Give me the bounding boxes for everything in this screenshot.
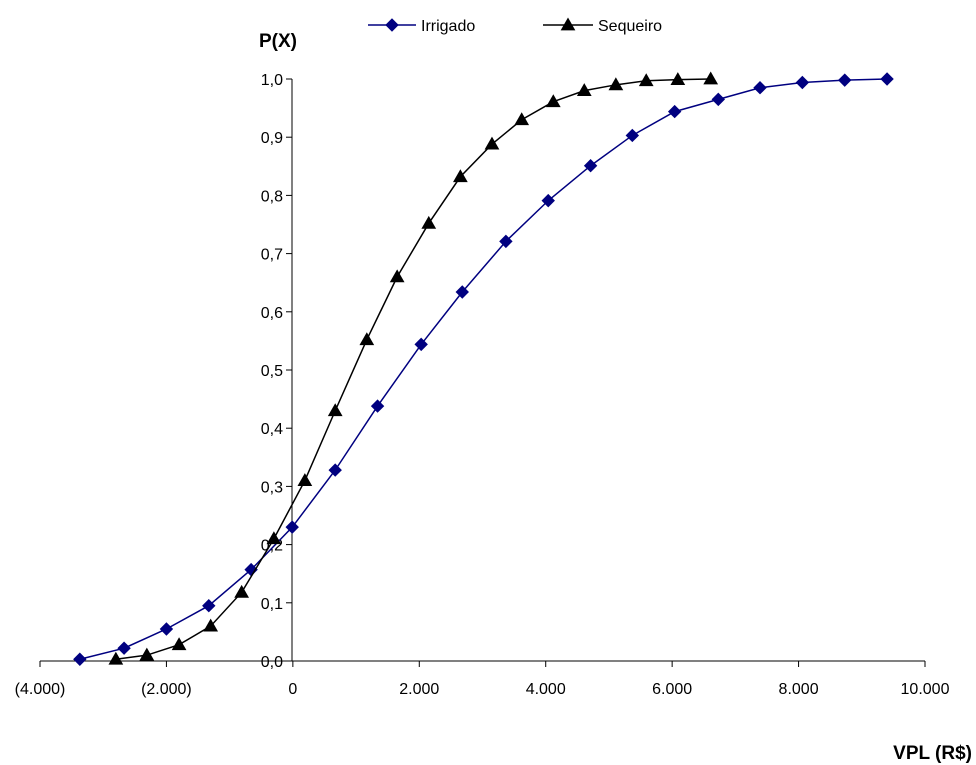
data-point xyxy=(484,136,500,150)
data-point xyxy=(108,651,124,665)
series-line xyxy=(115,78,711,660)
data-point xyxy=(73,652,87,666)
x-tick-label: 4.000 xyxy=(526,681,566,698)
axes: (4.000) (2.000) 0 2.000 4.000 6.000 8.000 10.00… xyxy=(15,72,950,698)
legend-marker xyxy=(560,17,576,31)
data-point xyxy=(703,71,719,85)
data-point xyxy=(670,72,686,85)
data-point xyxy=(711,92,725,107)
x-tick-label: 2.000 xyxy=(399,681,439,698)
legend: Irrigado Sequeiro xyxy=(368,17,662,35)
legend-item: Irrigado xyxy=(368,18,475,35)
data-point xyxy=(576,83,592,97)
data-point xyxy=(234,584,250,598)
data-point xyxy=(328,463,342,477)
data-point xyxy=(753,81,767,95)
data-point xyxy=(453,169,468,183)
data-point xyxy=(880,72,894,86)
data-point xyxy=(583,159,598,173)
data-point xyxy=(359,332,375,346)
y-tick-label: 0,6 xyxy=(261,305,283,322)
y-tick-label: 0,5 xyxy=(261,363,283,380)
x-tick-label: (2.000) xyxy=(141,681,192,698)
data-point xyxy=(625,128,640,143)
legend-item: Sequeiro xyxy=(543,17,662,35)
x-axis-title: VPL (R$) xyxy=(893,743,972,764)
data-point xyxy=(370,399,385,413)
data-point xyxy=(389,269,405,283)
data-point xyxy=(117,641,131,655)
y-tick-label: 0,9 xyxy=(261,130,283,147)
y-tick-label: 0,4 xyxy=(261,421,283,438)
data-point xyxy=(139,647,155,661)
data-point xyxy=(202,599,216,613)
data-point xyxy=(266,531,282,545)
legend-marker xyxy=(385,18,399,32)
series-layer xyxy=(73,71,894,666)
data-point xyxy=(667,104,682,119)
y-tick-label: 0,0 xyxy=(261,654,283,671)
data-point xyxy=(414,337,428,352)
series-sequeiro xyxy=(108,71,719,665)
y-tick-label: 0,7 xyxy=(261,247,283,264)
y-tick-label: 0,3 xyxy=(261,479,283,496)
series-irrigado xyxy=(73,72,894,666)
data-point xyxy=(285,520,299,534)
data-point xyxy=(421,215,437,229)
series-line xyxy=(79,78,888,660)
data-point xyxy=(327,403,343,417)
legend-label: Irrigado xyxy=(421,18,475,35)
data-point xyxy=(545,94,561,108)
data-point xyxy=(499,234,513,249)
data-point xyxy=(638,73,654,87)
data-point xyxy=(159,622,174,636)
y-tick-label: 1,0 xyxy=(261,72,283,89)
y-axis-title: P(X) xyxy=(259,31,297,52)
data-point xyxy=(455,285,469,299)
x-tick-label: (4.000) xyxy=(15,681,66,698)
y-tick-label: 0,8 xyxy=(261,188,283,205)
data-point xyxy=(203,618,219,632)
x-tick-label: 0 xyxy=(288,681,297,698)
data-point xyxy=(608,77,624,91)
data-point xyxy=(541,193,555,208)
x-tick-label: 6.000 xyxy=(652,681,692,698)
data-point xyxy=(795,75,810,90)
y-tick-label: 0,1 xyxy=(261,596,283,613)
data-point xyxy=(171,637,187,651)
x-tick-label: 10.000 xyxy=(901,681,950,698)
data-point xyxy=(838,73,852,87)
data-point xyxy=(297,473,313,486)
legend-label: Sequeiro xyxy=(598,18,662,35)
data-point xyxy=(514,112,530,126)
x-tick-label: 8.000 xyxy=(779,681,819,698)
